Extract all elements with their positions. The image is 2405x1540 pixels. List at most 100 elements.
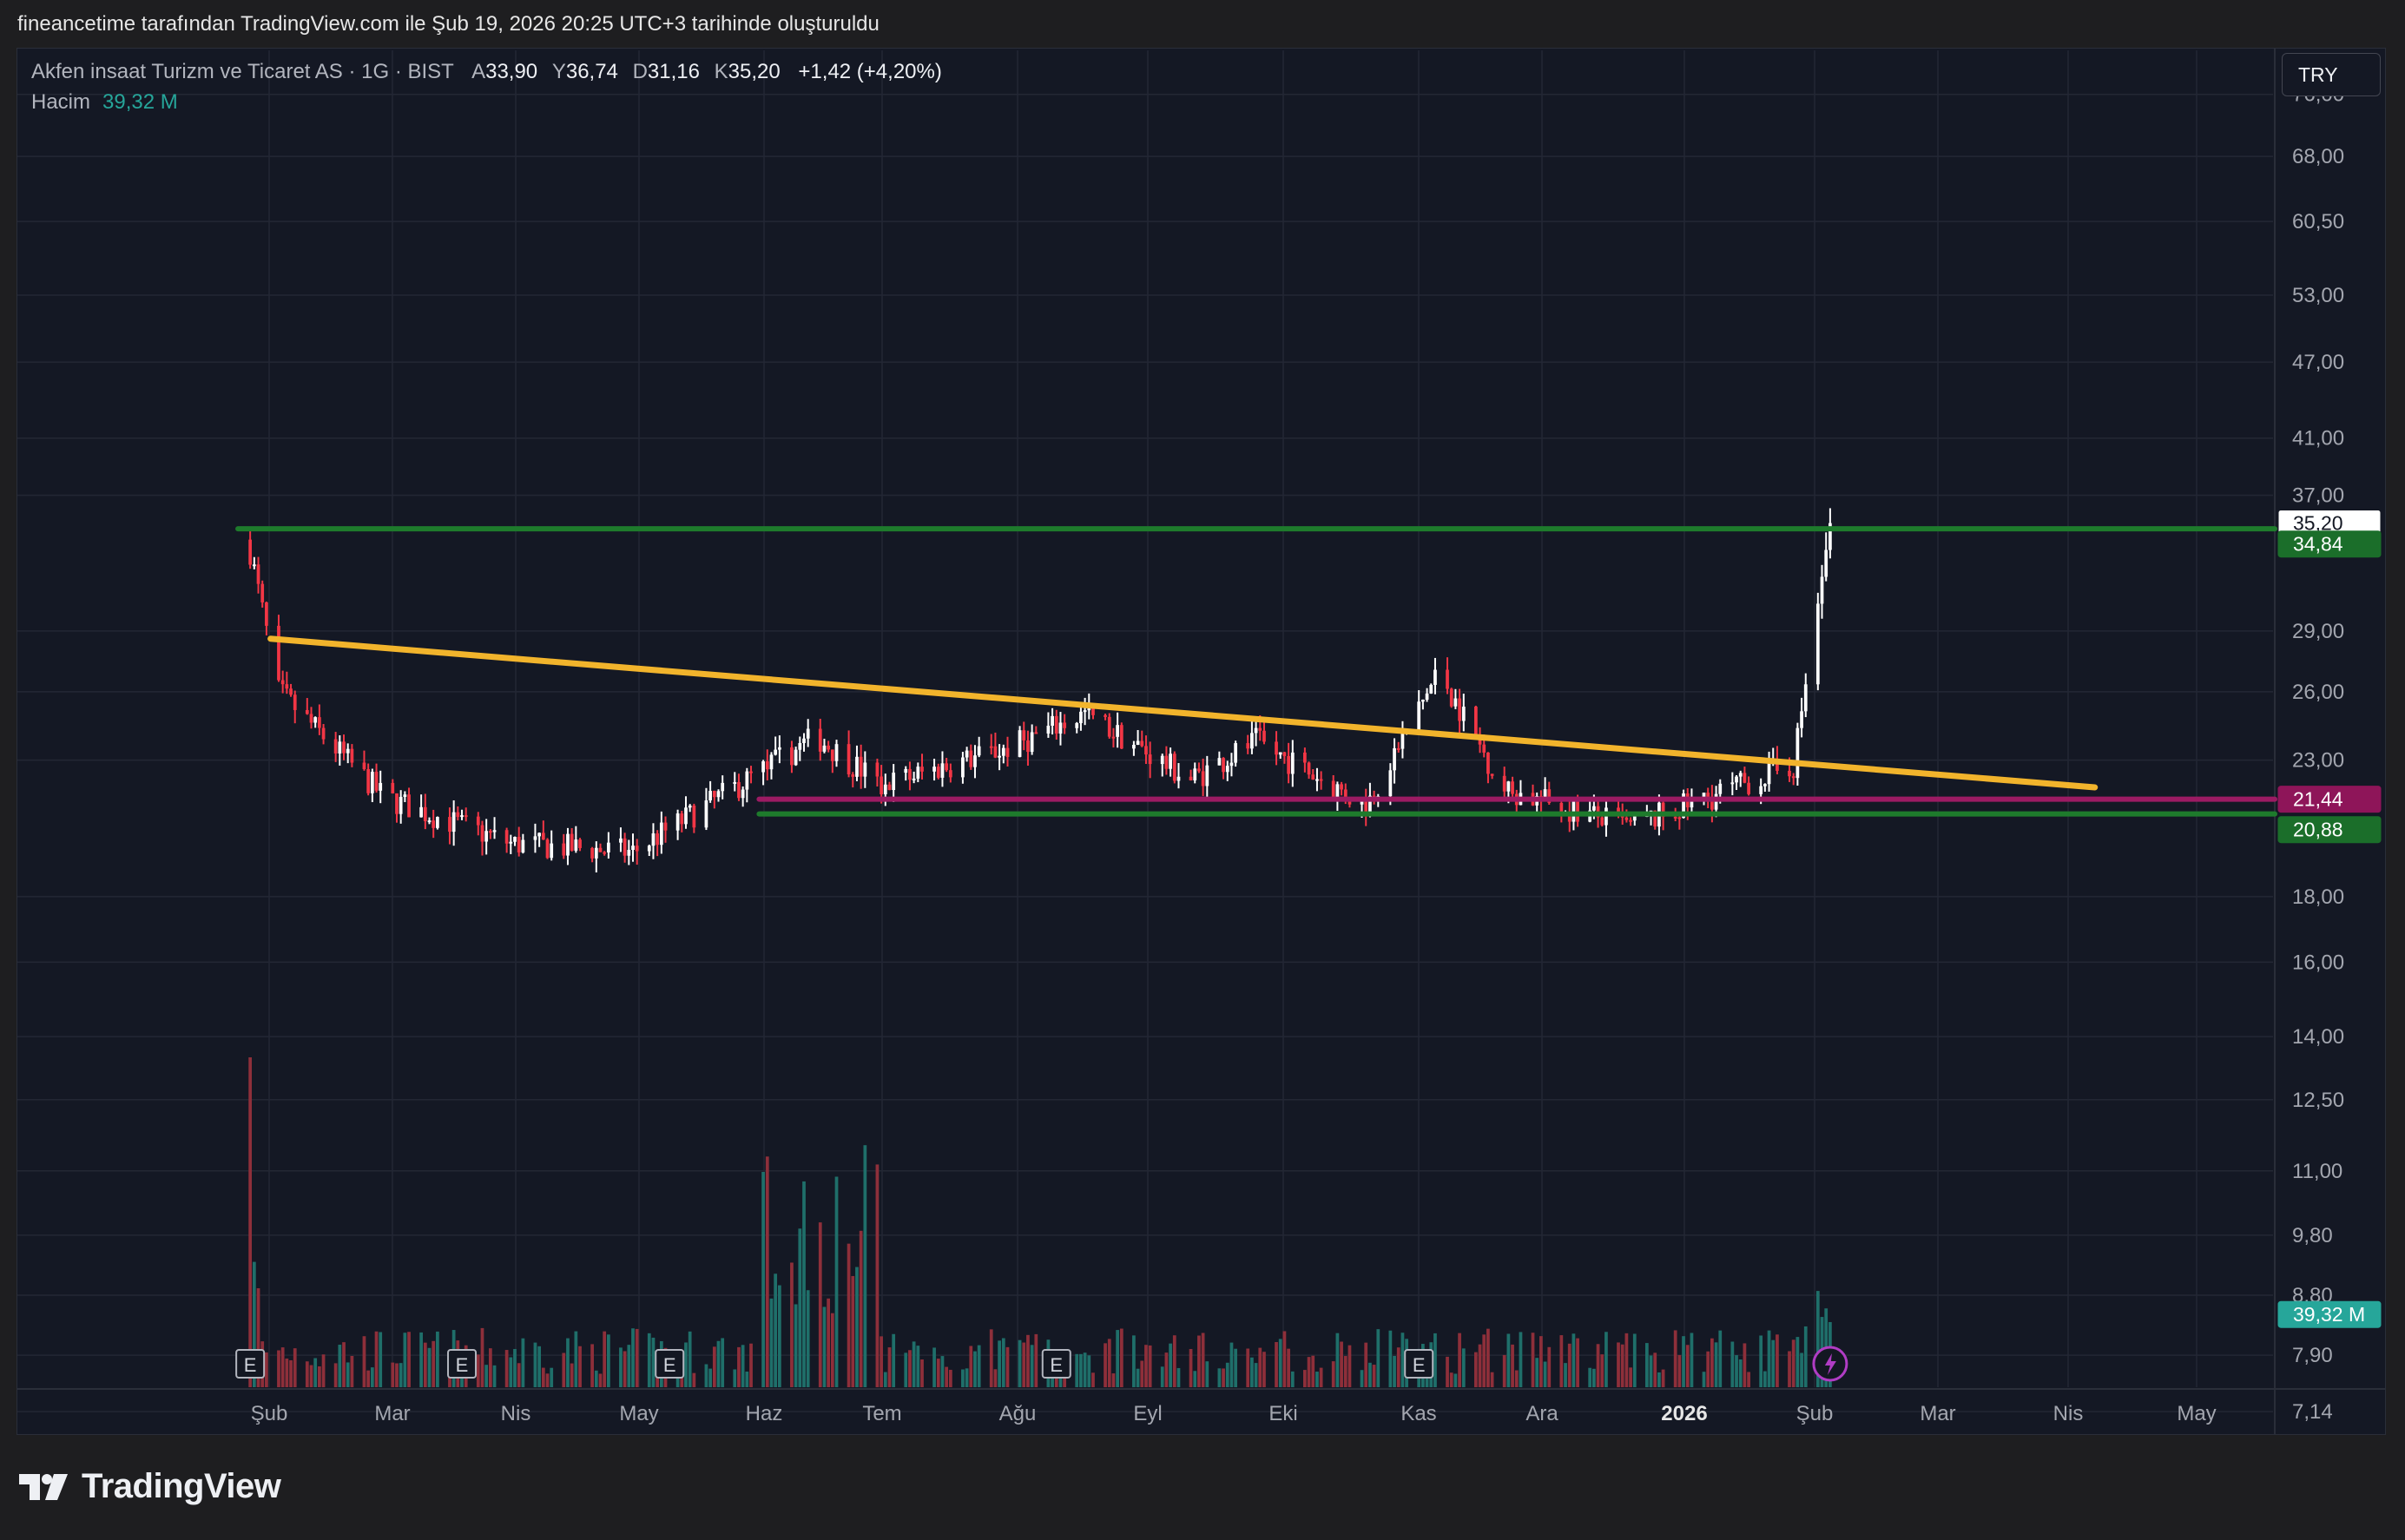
volume-bar	[1319, 1367, 1323, 1387]
volume-bar	[1617, 1342, 1620, 1387]
candle-body	[423, 806, 427, 821]
candle-body	[904, 768, 908, 773]
currency-button[interactable]: TRY	[2282, 53, 2381, 96]
candle-body	[590, 847, 594, 859]
volume-bar	[1217, 1368, 1222, 1387]
volume-bar	[1307, 1357, 1311, 1387]
earnings-marker	[447, 1349, 478, 1379]
candle-body	[1820, 576, 1824, 604]
volume-bar	[1624, 1333, 1629, 1387]
volume-bar	[277, 1350, 280, 1387]
volume-bar	[374, 1331, 379, 1387]
volume-bar	[1335, 1333, 1340, 1387]
price-tag	[2277, 816, 2382, 844]
volume-bar	[1091, 1372, 1095, 1387]
candle-body	[476, 816, 480, 826]
candle-body	[1368, 795, 1372, 817]
volume-bar	[830, 1313, 834, 1387]
volume-bar	[1022, 1342, 1026, 1387]
volume-bar	[977, 1345, 981, 1387]
y-tick-label: 9,80	[2292, 1224, 2333, 1247]
candle-body	[1176, 776, 1181, 781]
volume-bar	[965, 1368, 969, 1387]
candle-body	[1364, 799, 1368, 817]
volume-bar	[998, 1340, 1001, 1387]
candle-body	[1815, 603, 1820, 685]
volume-bar	[488, 1348, 492, 1387]
x-tick-label: Şub	[1796, 1402, 1834, 1425]
candle-body	[333, 739, 338, 754]
volume-bar	[733, 1369, 737, 1387]
candle-body	[749, 771, 753, 773]
candle-body	[1763, 784, 1767, 786]
volume-bar	[945, 1366, 949, 1387]
volume-bar	[1596, 1344, 1600, 1387]
candle-body	[1217, 758, 1222, 766]
candle-body	[541, 833, 545, 840]
candle-body	[1673, 816, 1677, 819]
volume-bar	[541, 1367, 545, 1387]
candle-body	[892, 773, 896, 791]
candle-body	[350, 748, 354, 763]
volume-bar	[1588, 1367, 1592, 1387]
tradingview-logo[interactable]: TradingView	[19, 1467, 281, 1506]
volume-bar	[961, 1369, 965, 1387]
candle-body	[741, 789, 745, 799]
volume-bar	[912, 1341, 916, 1387]
volume-bar	[517, 1363, 521, 1387]
volume-bar	[321, 1354, 326, 1387]
candle-body	[623, 838, 627, 856]
candle-body	[1058, 722, 1063, 734]
volume-bar	[1262, 1352, 1266, 1387]
volume-legend: Hacim 39,32 M	[31, 90, 178, 115]
candle-body	[1759, 786, 1763, 794]
volume-bar	[1311, 1355, 1315, 1387]
volume-bar	[1388, 1330, 1393, 1387]
candle-body	[708, 791, 712, 801]
volume-bar	[1564, 1363, 1567, 1387]
candle-body	[1791, 776, 1796, 779]
volume-bar	[880, 1336, 883, 1387]
candle-body	[1262, 730, 1266, 742]
volume-bar	[1738, 1359, 1743, 1387]
candle-body	[407, 794, 411, 818]
volume-bar	[737, 1346, 741, 1387]
candle-body	[1119, 725, 1123, 749]
candle-body	[733, 781, 737, 784]
volume-bar	[1571, 1333, 1576, 1387]
volume-bar	[1502, 1354, 1506, 1387]
volume-bar	[350, 1355, 354, 1387]
candle-body	[1201, 771, 1205, 786]
candle-body	[916, 767, 920, 779]
candle-body	[912, 778, 916, 780]
volume-bar	[1759, 1335, 1763, 1387]
candle-body	[1449, 688, 1453, 707]
lightning-glyph	[1824, 1353, 1836, 1375]
volume-bar	[293, 1348, 297, 1387]
candle-body	[1132, 745, 1136, 749]
volume-bar	[248, 1057, 253, 1387]
volume-bar	[598, 1373, 603, 1387]
volume-bar	[749, 1343, 753, 1387]
volume-bar	[887, 1347, 892, 1387]
candle-body	[790, 747, 794, 766]
volume-bar	[391, 1362, 395, 1387]
candle-body	[1164, 755, 1169, 769]
chart-pane[interactable]	[16, 48, 2386, 1435]
earnings-marker	[235, 1349, 266, 1379]
candle-body	[1307, 762, 1311, 775]
candle-body	[1315, 779, 1319, 781]
x-tick-label: Eki	[1268, 1402, 1297, 1425]
candle-body	[1400, 729, 1405, 749]
candle-body	[492, 830, 497, 833]
candle-body	[448, 817, 451, 833]
volume-bar	[1511, 1344, 1514, 1387]
candle-body	[432, 820, 436, 828]
volume-bar	[973, 1351, 977, 1387]
volume-bar	[631, 1328, 635, 1387]
high-value: 36,74	[565, 60, 618, 83]
volume-bar	[1347, 1345, 1352, 1387]
volume-bar	[537, 1346, 542, 1387]
volume-bar	[777, 1285, 781, 1387]
